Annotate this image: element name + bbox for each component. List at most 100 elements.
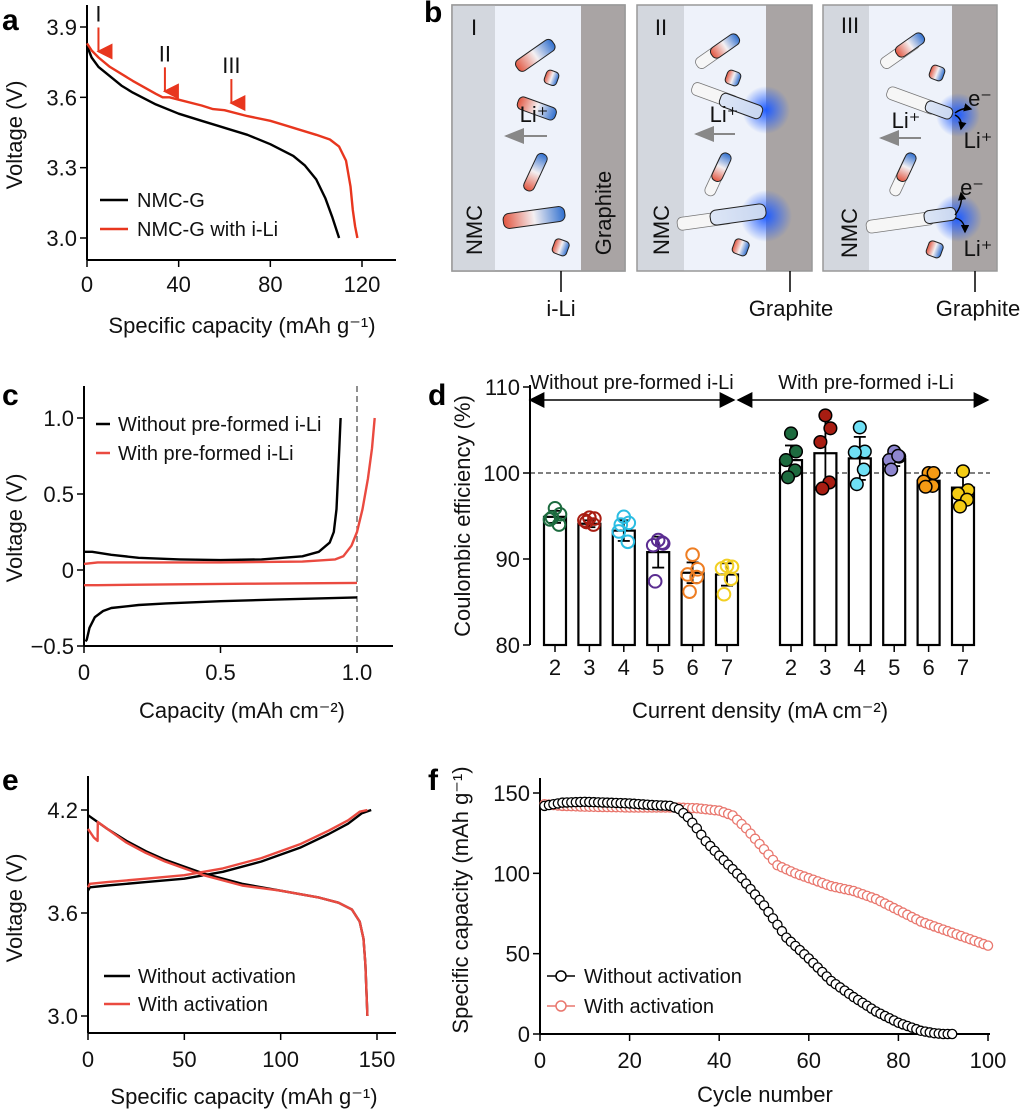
panel-a-ylabel: Voltage (V) [2,81,27,190]
graphite-label: Graphite [591,171,616,255]
x-tick-label: 40 [707,1048,731,1073]
x-tick-label: 0 [78,660,90,685]
panel-f-axes: 0 50 100 150 0 20 40 60 80 100 [493,778,1006,1073]
ion-arrow [954,217,970,234]
bar [882,458,907,647]
data-point [818,408,833,423]
y-tick-label: 100 [483,461,520,486]
panel-d: Coulombic efficiency (%) Current density… [450,372,990,723]
x-tick-label: 100 [970,1048,1007,1073]
x-tick-label: 2 [785,655,797,680]
x-tick-label: 0 [82,1047,94,1072]
series-line-nmc-g [85,45,341,239]
y-tick-label: 1.0 [43,406,74,431]
data-point [815,481,830,496]
series-without-activation [539,796,958,1040]
panel-e-ylabel: Voltage (V) [2,854,27,963]
li-ion-label: Li⁺ [964,236,993,261]
legend-marker-f-with [555,1000,567,1012]
group-label-without: Without pre-formed i-Li [530,372,733,394]
stage-II-box: II Li⁺ NMC Graphite [636,4,833,321]
stage-annotation: III [222,53,240,78]
i-li-particles [502,38,570,257]
x-tick-label: 7 [721,655,733,680]
data-point [884,462,899,477]
stage-label: I [471,15,477,40]
stage-label: II [655,15,667,40]
data-point [788,444,804,459]
series-line-without-pre-formed-i-li [84,596,358,643]
graphite-electrode [581,5,625,271]
y-tick-label: 4.2 [47,798,78,823]
panel-e-xlabel: Specific capacity (mAh g⁻¹) [110,1084,377,1109]
panel-e: Voltage (V) Specific capacity (mAh g⁻¹) … [2,854,378,1109]
li-ion-label: Li⁺ [964,128,993,153]
legend-label-f-without: Without activation [584,966,742,988]
y-tick-label: 3.6 [46,85,77,110]
legend-label-f-with: With activation [584,996,714,1018]
stage-annotation: I [95,1,101,26]
panel-label-c: c [2,379,19,412]
x-tick-label: 6 [922,655,934,680]
data-point [586,517,601,532]
i-li-particles [676,33,767,257]
electron-label: e⁻ [968,86,992,111]
panel-c-ylabel: Voltage (V) [2,474,27,583]
x-tick-label: 40 [166,272,190,297]
data-point [654,535,670,550]
y-tick-label: 3.0 [46,226,77,251]
blue-glow [742,86,790,134]
data-point [823,421,838,436]
data-point [847,445,862,460]
data-point [946,1028,958,1040]
callout-graphite: Graphite [749,296,833,321]
data-point [952,499,968,514]
nmc-electrode [452,5,495,271]
panel-label-e: e [2,764,19,797]
bar [916,479,941,647]
data-point [918,479,933,494]
data-point [852,420,867,435]
x-tick-label: 0.5 [205,660,236,685]
panel-c-axes: −0.500.51.00 0.5 1.0 [31,386,393,685]
data-point [723,571,739,587]
group-label-with: With pre-formed i-Li [778,372,954,394]
panel-c: Voltage (V) Capacity (mAh cm⁻²) Without … [2,414,345,723]
legend-label-nmc-g-i-li: NMC-G with i-Li [137,219,278,241]
y-tick-label: 3.9 [46,15,77,40]
data-point [778,453,794,468]
nmc-label: NMC [462,205,487,255]
bar [542,515,568,647]
x-tick-label: 120 [344,272,381,297]
data-point [621,515,637,531]
series-line-with-pre-formed-i-li [83,417,376,566]
panel-label-b: b [424,0,442,29]
data-point [856,462,871,477]
nmc-electrode [637,5,684,271]
data-point [982,940,994,951]
bar [577,522,602,647]
electron-arrow [954,103,973,114]
x-tick-label: 50 [172,1047,196,1072]
electron-arrow [954,191,967,216]
data-point [689,569,704,585]
x-tick-label: 80 [886,1048,910,1073]
data-point [577,513,592,528]
nmc-electrode [823,5,869,271]
y-tick-label: 3.3 [46,156,77,181]
y-tick-label: 90 [496,547,520,572]
legend-marker-f-without [555,970,567,982]
y-tick-label: 3.6 [47,901,78,926]
panel-f-ylabel: Specific capacity (mAh g⁻¹) [448,766,473,1033]
stage-label: III [841,13,859,38]
panel-d-ylabel: Coulombic efficiency (%) [450,395,475,637]
x-tick-label: 100 [262,1047,299,1072]
li-ion-label: Li⁺ [892,108,921,133]
nmc-label: NMC [649,205,674,255]
x-tick-label: 150 [359,1047,396,1072]
data-point [714,561,730,576]
blue-glow [934,194,982,242]
series-line-without-activation [86,808,372,892]
